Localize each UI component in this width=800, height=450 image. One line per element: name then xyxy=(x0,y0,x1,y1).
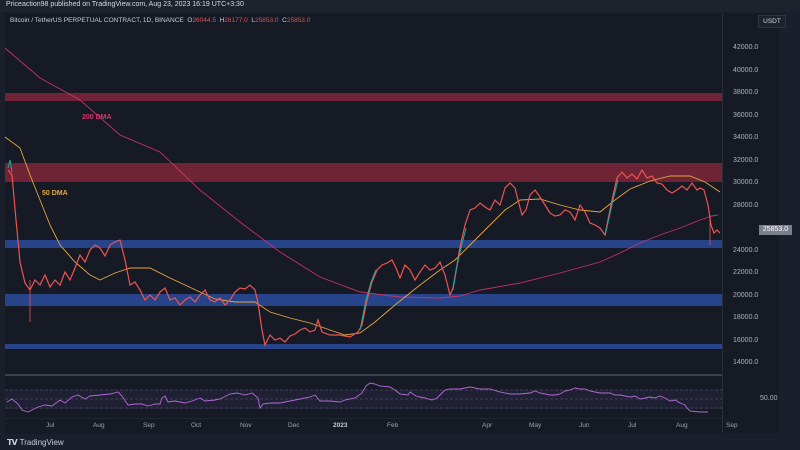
high-value: 26177.0 xyxy=(224,17,248,24)
price-line xyxy=(7,168,721,347)
symbol-legend: Bitcoin / TetherUS PERPETUAL CONTRACT, 1… xyxy=(10,17,311,24)
date-tick: Jul xyxy=(46,422,55,429)
symbol-name: Bitcoin / TetherUS PERPETUAL CONTRACT, 1… xyxy=(10,17,184,24)
rsi-range-band xyxy=(5,390,722,409)
ma50-line xyxy=(4,136,721,336)
date-tick: Oct xyxy=(191,422,202,429)
ma200-line xyxy=(4,47,719,299)
date-tick: Sep xyxy=(726,422,738,429)
date-tick: Aug xyxy=(93,422,105,429)
support-zone-19800 xyxy=(5,294,722,306)
support-zone-25000 xyxy=(5,240,722,248)
axis-tick: 38000.0 xyxy=(733,89,759,96)
date-tick: Aug xyxy=(676,422,688,429)
axis-tick: 42000.0 xyxy=(733,44,759,51)
last-price-tag: 25853.0 xyxy=(759,225,792,235)
date-tick: Nov xyxy=(240,422,252,429)
axis-tick: 30000.0 xyxy=(733,179,759,186)
tradingview-logo-icon: 𝗧𝗩 xyxy=(7,438,18,447)
resistance-zone-31000 xyxy=(5,163,722,182)
axis-tick: 40000.0 xyxy=(733,67,759,74)
date-tick: Feb xyxy=(387,422,399,429)
axis-tick: 34000.0 xyxy=(733,134,759,141)
date-tick: Sep xyxy=(143,422,155,429)
publish-bar: Priceaction98 published on TradingView.c… xyxy=(0,0,800,12)
low-value: 25853.0 xyxy=(255,17,279,24)
axis-tick: 18000.0 xyxy=(733,314,759,321)
resistance-zone-38000 xyxy=(5,93,722,101)
axis-tick: 16000.0 xyxy=(733,337,759,344)
date-tick: Dec xyxy=(288,422,300,429)
date-tick-year: 2023 xyxy=(333,422,348,429)
date-tick: Apr xyxy=(482,422,493,429)
date-tick: Jun xyxy=(579,422,590,429)
axis-tick: 22000.0 xyxy=(733,269,759,276)
rsi-pane[interactable] xyxy=(5,377,722,418)
rsi-line xyxy=(6,382,708,413)
axis-tick: 36000.0 xyxy=(733,112,759,119)
currency-unit-button[interactable]: USDT xyxy=(758,15,786,28)
date-tick: Jul xyxy=(628,422,637,429)
axis-tick: 14000.0 xyxy=(733,359,759,366)
axis-tick: 20000.0 xyxy=(733,292,759,299)
support-zone-15500 xyxy=(5,344,722,349)
axis-tick: 28000.0 xyxy=(733,202,759,209)
open-value: 26044.5 xyxy=(192,17,216,24)
ma200-label: 200 DMA xyxy=(82,114,112,121)
date-axis[interactable] xyxy=(5,418,722,434)
price-axis[interactable] xyxy=(722,13,779,433)
pane-separator[interactable] xyxy=(5,374,722,376)
date-tick: May xyxy=(529,422,542,429)
close-value: 25853.0 xyxy=(286,17,311,24)
publish-info: Priceaction98 published on TradingView.c… xyxy=(6,1,244,8)
chart-pane[interactable] xyxy=(5,13,722,418)
rsi-level-label: 50.00 xyxy=(760,395,778,402)
axis-tick: 32000.0 xyxy=(733,157,759,164)
ma50-label: 50 DMA xyxy=(42,190,68,197)
axis-tick: 24000.0 xyxy=(733,247,759,254)
tradingview-watermark: 𝗧𝗩 TradingView xyxy=(7,438,64,447)
watermark-text: TradingView xyxy=(19,438,64,447)
